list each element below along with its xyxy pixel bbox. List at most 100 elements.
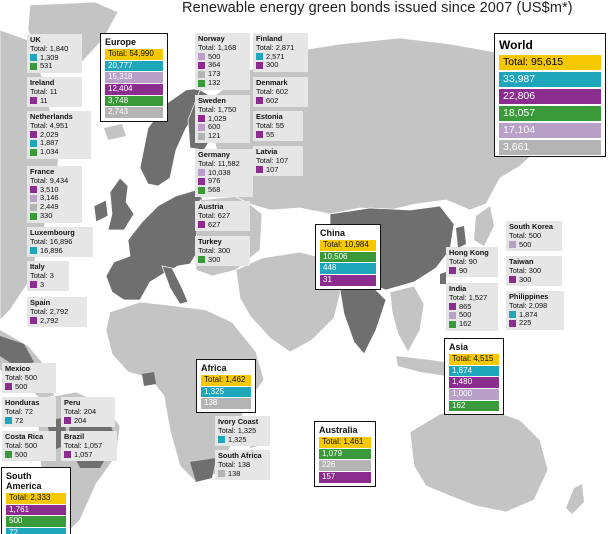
value: 72 (15, 415, 24, 425)
value: 1,057 (74, 449, 93, 459)
region-value-bar: 17,104 (499, 123, 601, 138)
swatch-green (198, 79, 205, 87)
value-row: 90 (449, 266, 495, 276)
swatch-purple (30, 186, 37, 194)
swatch-purple (256, 97, 263, 105)
region-value-bar: 162 (449, 400, 499, 412)
chart-title: Renewable energy green bonds issued sinc… (182, 0, 573, 16)
country-total: Total: 2,792 (30, 306, 69, 316)
country-name: South Africa (218, 451, 262, 460)
country-total: Total: 602 (256, 86, 289, 96)
region-value-bar: 1,079 (319, 448, 371, 460)
country-name: Peru (64, 398, 81, 407)
value: 2,571 (266, 51, 285, 61)
value: 865 (459, 301, 472, 311)
value: 3,510 (40, 184, 59, 194)
region-value-bar: 157 (319, 472, 371, 483)
value-row: 364 (198, 61, 247, 70)
swatch-green (449, 321, 456, 329)
country-box-estonia: Estonia Total: 55 55 (253, 111, 303, 142)
value-row: 2,029 (30, 129, 88, 140)
region-value-bar: 448 (320, 263, 376, 274)
ireland-shape (93, 199, 109, 223)
value: 3,146 (40, 193, 59, 203)
country-name: Denmark (256, 78, 288, 87)
value-row: 3 (30, 280, 66, 290)
country-total: Total: 2,098 (509, 300, 548, 310)
country-box-honduras: Honduras Total: 72 72 (2, 397, 56, 428)
country-box-philippines: Philippines Total: 2,098 1,874 225 (506, 291, 564, 331)
country-name: Ireland (30, 78, 55, 87)
value-row: 2,449 (30, 202, 79, 212)
value: 602 (266, 95, 279, 105)
value: 300 (208, 254, 221, 264)
value-row: 1,029 (198, 114, 247, 124)
value-row: 300 (198, 254, 247, 265)
region-value-bar: 3,748 (105, 95, 163, 107)
region-value-bar: 500 (6, 516, 66, 527)
value-row: 300 (256, 61, 305, 70)
region-value-bar: 1,325 (201, 386, 251, 398)
value-row: 2,792 (30, 316, 84, 326)
value: 500 (15, 449, 28, 459)
country-total: Total: 3 (30, 270, 54, 280)
country-total: Total: 1,527 (449, 292, 488, 302)
swatch-purple (256, 131, 263, 139)
region-name: Africa (201, 363, 227, 373)
value-row: 3,510 (30, 184, 79, 195)
swatch-teal (5, 417, 12, 425)
country-box-uk: UK Total: 1,840 1,309 531 (27, 34, 82, 74)
swatch-purple (64, 417, 71, 425)
value-row: 204 (64, 416, 112, 426)
region-value-bar: 33,987 (499, 72, 601, 87)
swatch-green (5, 451, 12, 459)
country-name: Sweden (198, 96, 226, 105)
region-box-asia: Asia Total: 4,515 1,874 1,480 1,000 162 (444, 338, 504, 416)
value-row: 2,571 (256, 51, 305, 62)
australia-shape (409, 405, 549, 513)
country-box-italy: Italy Total: 3 3 (27, 261, 69, 292)
value-row: 72 (5, 415, 53, 426)
swatch-lilac (198, 169, 205, 177)
swatch-purple (64, 451, 71, 459)
swatch-lilac (509, 241, 516, 249)
value-row: 10,038 (198, 167, 250, 178)
region-total-bar: Total: 95,615 (499, 55, 601, 70)
swatch-grey (198, 133, 205, 141)
value-row: 500 (5, 449, 53, 460)
country-box-south-korea: South Korea Total: 500 500 (506, 221, 562, 252)
value-row: 1,309 (30, 52, 79, 63)
region-value-bar: 1,874 (449, 365, 499, 377)
country-name: Finland (256, 34, 283, 43)
value: 300 (519, 274, 532, 284)
region-value-bar: 72 (6, 528, 66, 534)
south-africa-shape (190, 458, 216, 482)
value: 1,034 (40, 147, 59, 157)
region-value-bar: 22,806 (499, 89, 601, 104)
country-box-ireland: Ireland Total: 11 11 (27, 77, 82, 108)
value: 1,309 (40, 52, 59, 62)
value-row: 55 (256, 130, 300, 140)
region-name: World (499, 38, 533, 52)
country-box-latvia: Latvia Total: 107 107 (253, 146, 303, 177)
value-row: 500 (5, 382, 53, 392)
country-box-luxembourg: Luxembourg Total: 16,896 16,896 (27, 227, 93, 258)
value-row: 225 (509, 319, 561, 328)
country-name: Luxembourg (30, 228, 75, 237)
value-row: 865 (449, 301, 495, 312)
swatch-purple (30, 281, 37, 289)
value: 132 (208, 77, 221, 87)
swatch-purple (5, 383, 12, 391)
country-name: Mexico (5, 364, 31, 373)
swatch-purple (509, 320, 516, 328)
value-row: 500 (509, 240, 559, 250)
country-total: Total: 9,434 (30, 175, 69, 185)
value-row: 500 (198, 52, 247, 62)
country-name: Hong Kong (449, 248, 489, 257)
country-name: Philippines (509, 292, 549, 301)
value: 2,029 (40, 129, 59, 139)
value: 10,038 (208, 167, 231, 177)
region-value-bar: 3,661 (499, 140, 601, 155)
value: 1,887 (40, 138, 59, 148)
country-name: South Korea (509, 222, 553, 231)
